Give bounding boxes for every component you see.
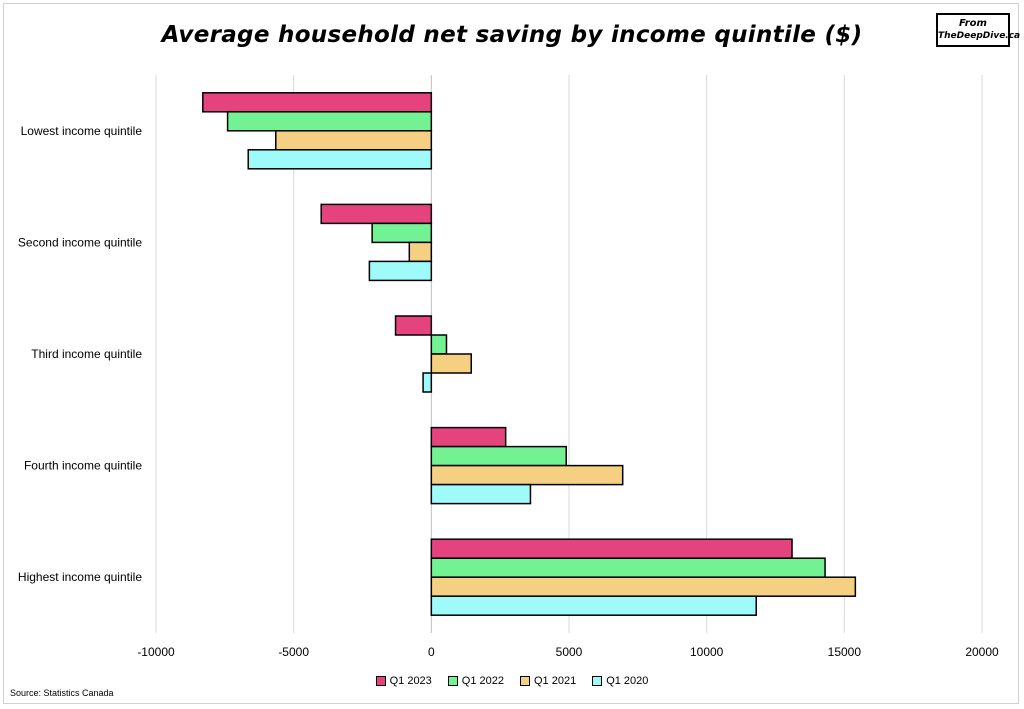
- x-tick-label: 10000: [690, 645, 724, 659]
- bar: [226, 111, 433, 132]
- category-label: Second income quintile: [18, 235, 142, 249]
- legend-label: Q1 2020: [606, 675, 649, 687]
- legend-swatch: [447, 676, 458, 686]
- bar: [430, 595, 757, 616]
- legend-item: Q1 2022: [447, 675, 504, 687]
- x-tick-label: 0: [428, 645, 435, 659]
- legend-swatch: [520, 676, 530, 686]
- legend: Q1 2023 Q1 2022 Q1 2021 Q1 2020: [0, 675, 1024, 687]
- legend-item: Q1 2023: [375, 675, 432, 687]
- bar: [430, 576, 857, 597]
- x-tick-label: 20000: [965, 645, 999, 659]
- bar: [430, 426, 507, 448]
- bar: [247, 149, 433, 170]
- bar: [394, 315, 433, 336]
- legend-label: Q1 2023: [389, 675, 432, 687]
- chart-title: Average household net saving by income q…: [161, 22, 863, 48]
- category-label: Fourth income quintile: [24, 459, 142, 473]
- category-label: Lowest income quintile: [21, 124, 143, 138]
- badge-line-2: TheDeepDive.ca: [938, 31, 1021, 41]
- bar: [430, 464, 624, 486]
- bar: [430, 483, 532, 505]
- bar: [371, 222, 433, 244]
- legend-swatch: [592, 676, 603, 686]
- legend-item: Q1 2021: [520, 675, 576, 687]
- x-tick-label: 15000: [828, 645, 862, 659]
- bar: [320, 203, 433, 225]
- bar: [430, 538, 793, 559]
- badge-line-1: From: [959, 18, 987, 29]
- legend-label: Q1 2022: [461, 675, 504, 687]
- bar: [422, 372, 433, 393]
- bar: [408, 241, 433, 263]
- category-label: Third income quintile: [31, 347, 142, 361]
- bar: [430, 557, 826, 578]
- bar: [202, 92, 433, 113]
- x-tick-label: -10000: [137, 645, 175, 659]
- legend-item: Q1 2020: [592, 675, 648, 687]
- bar: [430, 334, 448, 355]
- source-note: Source: Statistics Canada: [10, 688, 114, 698]
- x-tick-label: -5000: [278, 645, 309, 659]
- legend-swatch: [375, 676, 386, 686]
- source-badge: From TheDeepDive.ca: [936, 13, 1021, 47]
- bar: [430, 445, 567, 467]
- bar: [430, 353, 473, 374]
- bar: [368, 260, 433, 282]
- category-label: Highest income quintile: [18, 570, 142, 584]
- x-tick-label: 5000: [556, 645, 583, 659]
- bar: [275, 130, 433, 151]
- legend-label: Q1 2021: [534, 675, 577, 687]
